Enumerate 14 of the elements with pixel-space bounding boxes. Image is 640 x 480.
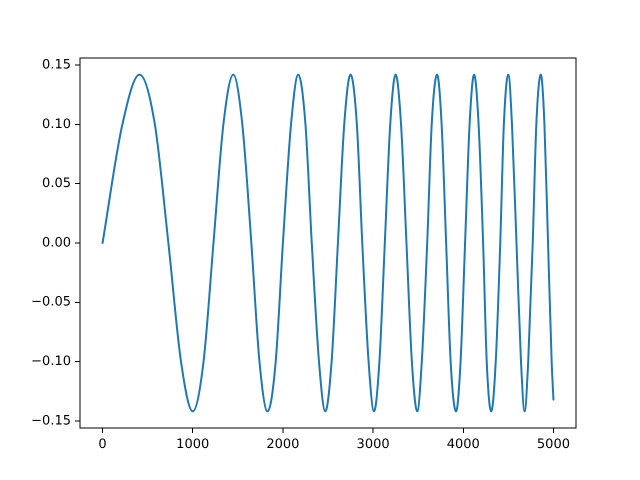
x-tick-label: 5000 <box>536 437 570 452</box>
x-tick-label: 2000 <box>266 437 300 452</box>
x-tick-label: 0 <box>98 437 107 452</box>
x-tick-label: 3000 <box>356 437 390 452</box>
y-tick-label: 0.10 <box>42 116 71 132</box>
x-tick-label: 4000 <box>446 437 480 452</box>
x-tick-label: 1000 <box>176 437 210 452</box>
y-tick-label: −0.05 <box>31 294 71 310</box>
y-tick-label: −0.10 <box>31 354 71 369</box>
y-tick-label: 0.05 <box>42 176 71 192</box>
line-series <box>102 74 554 412</box>
y-tick-label: 0.15 <box>42 57 71 72</box>
y-tick-label: 0.00 <box>42 235 71 250</box>
y-tick-label: −0.15 <box>31 413 71 428</box>
